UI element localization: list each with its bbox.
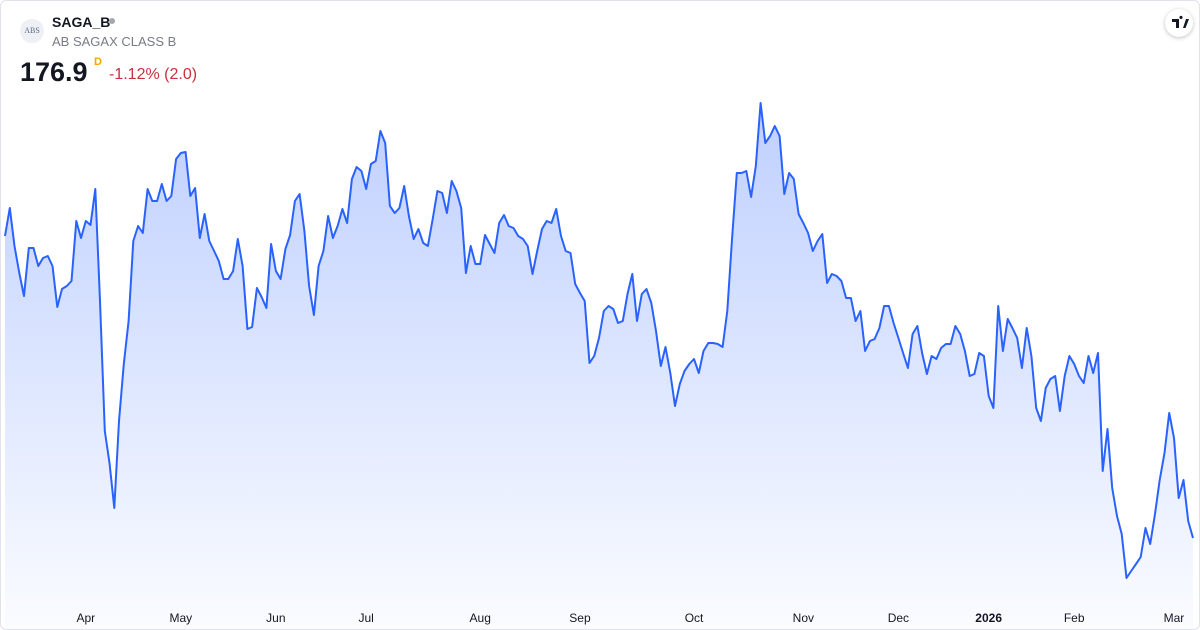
company-name: AB SAGAX CLASS B xyxy=(52,34,177,49)
x-tick-label: May xyxy=(169,611,192,625)
x-tick-label: Nov xyxy=(793,611,814,625)
area-fill xyxy=(5,103,1193,629)
price-change: -1.12% (2.0) xyxy=(109,66,198,83)
x-tick-label: Apr xyxy=(76,611,95,625)
symbol: SAGA_B xyxy=(52,14,111,30)
x-tick-label: Feb xyxy=(1064,611,1085,625)
x-tick-label: 2026 xyxy=(975,611,1002,625)
x-tick-label: Jun xyxy=(266,611,285,625)
x-tick-label: Aug xyxy=(470,611,491,625)
x-tick-label: Oct xyxy=(685,611,704,625)
x-tick-label: Mar xyxy=(1164,611,1185,625)
status-dot xyxy=(109,18,115,24)
price: 176.9 xyxy=(20,57,88,87)
x-tick-label: Jul xyxy=(358,611,373,625)
interval: D xyxy=(94,56,102,68)
brand-logo[interactable] xyxy=(1165,9,1193,37)
logo: ABS xyxy=(20,19,44,43)
price-line xyxy=(4,102,1194,579)
x-tick-label: Sep xyxy=(569,611,591,625)
x-tick-label: Dec xyxy=(888,611,909,625)
brand-icon xyxy=(1172,15,1189,28)
